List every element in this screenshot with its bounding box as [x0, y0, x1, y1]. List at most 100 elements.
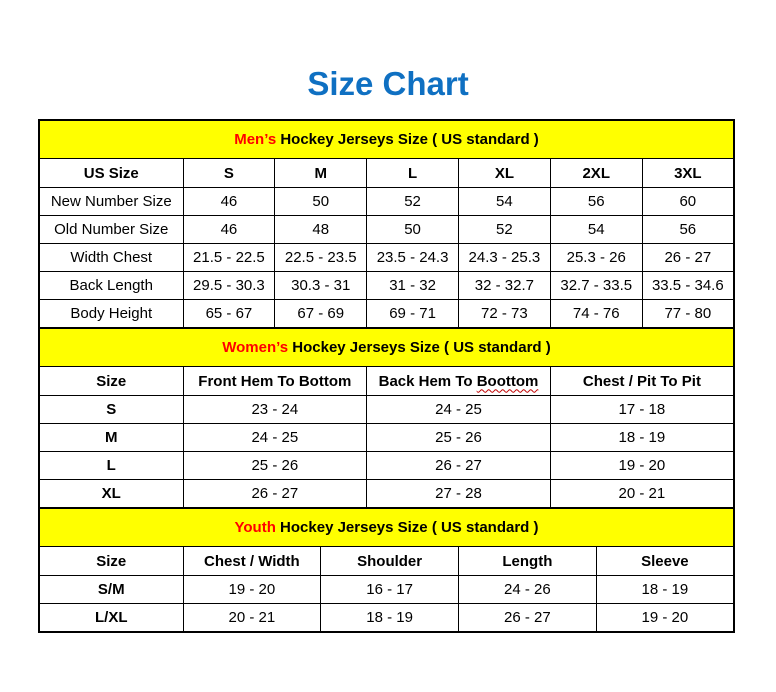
mens-size-value: 54: [457, 187, 551, 216]
mens-size-value: 48: [274, 215, 368, 244]
womens-row-label: S: [38, 395, 184, 424]
mens-banner-row: Men’s Hockey Jerseys Size ( US standard …: [38, 119, 735, 159]
youth-banner-row: Youth Hockey Jerseys Size ( US standard …: [38, 507, 735, 547]
mens-size-value: 67 - 69: [274, 299, 368, 329]
mens-table-row: Body Height 65 - 67 67 - 69 69 - 71 72 - 73 7…: [38, 299, 735, 329]
mens-size-value: 52: [457, 215, 551, 244]
mens-size-value: 23.5 - 24.3: [366, 243, 459, 272]
mens-column-header: 2XL: [549, 158, 643, 188]
mens-row-label: Back Length: [38, 271, 184, 300]
mens-size-value: 32 - 32.7: [457, 271, 551, 300]
mens-table-row: Width Chest 21.5 - 22.5 22.5 - 23.5 23.5 - …: [38, 243, 735, 272]
youth-column-header: Chest / Width: [182, 546, 322, 576]
youth-column-header: Length: [458, 546, 597, 576]
womens-header-row: Size Front Hem To Bottom Back Hem To Boott…: [38, 366, 735, 396]
youth-table-row: S/M 19 - 20 16 - 17 24 - 26 18 - 19: [38, 575, 735, 604]
womens-size-value: 26 - 27: [182, 479, 368, 509]
womens-size-value: 25 - 26: [366, 423, 551, 452]
mens-size-value: 50: [274, 187, 368, 216]
womens-table-row: L 25 - 26 26 - 27 19 - 20: [38, 451, 735, 480]
youth-header-row: Size Chest / Width Shoulder Length Sleeve: [38, 546, 735, 576]
youth-column-header: Size: [38, 546, 184, 576]
mens-banner-text: Hockey Jerseys Size ( US standard ): [276, 131, 539, 148]
mens-size-value: 21.5 - 22.5: [182, 243, 276, 272]
mens-size-value: 22.5 - 23.5: [274, 243, 368, 272]
mens-table-row: Old Number Size 46 48 50 52 54 56: [38, 215, 735, 244]
mens-size-value: 65 - 67: [182, 299, 276, 329]
mens-table-row: New Number Size 46 50 52 54 56 60: [38, 187, 735, 216]
womens-row-label: XL: [38, 479, 184, 509]
womens-table-row: XL 26 - 27 27 - 28 20 - 21: [38, 479, 735, 509]
womens-table-row: M 24 - 25 25 - 26 18 - 19: [38, 423, 735, 452]
womens-column-header: Size: [38, 366, 184, 396]
youth-size-value: 24 - 26: [458, 575, 597, 604]
mens-size-value: 72 - 73: [457, 299, 551, 329]
size-table-womens: Women’s Hockey Jerseys Size ( US standar…: [38, 327, 735, 509]
womens-table-row: S 23 - 24 24 - 25 17 - 18: [38, 395, 735, 424]
mens-column-header: M: [274, 158, 368, 188]
misspelled-word: Boottom: [476, 372, 539, 390]
womens-size-value: 26 - 27: [366, 451, 551, 480]
womens-size-value: 18 - 19: [549, 423, 735, 452]
mens-column-header: L: [366, 158, 459, 188]
mens-size-value: 56: [549, 187, 643, 216]
mens-column-header: US Size: [38, 158, 184, 188]
womens-size-value: 25 - 26: [182, 451, 368, 480]
womens-row-label: L: [38, 451, 184, 480]
womens-size-value: 23 - 24: [182, 395, 368, 424]
youth-banner-highlight: Youth: [234, 519, 276, 536]
womens-banner-highlight: Women’s: [222, 339, 289, 356]
mens-column-header: XL: [457, 158, 551, 188]
mens-table-row: Back Length 29.5 - 30.3 30.3 - 31 31 - 32 32…: [38, 271, 735, 300]
womens-column-header: Back Hem To Boottom: [366, 366, 551, 396]
womens-row-label: M: [38, 423, 184, 452]
mens-row-label: Body Height: [38, 299, 184, 329]
mens-size-value: 46: [182, 187, 276, 216]
size-table-mens: Men’s Hockey Jerseys Size ( US standard …: [38, 119, 735, 329]
mens-row-label: Width Chest: [38, 243, 184, 272]
youth-size-value: 20 - 21: [182, 603, 322, 633]
mens-size-value: 50: [366, 215, 459, 244]
mens-size-value: 25.3 - 26: [549, 243, 643, 272]
mens-size-value: 31 - 32: [366, 271, 459, 300]
mens-size-value: 33.5 - 34.6: [641, 271, 735, 300]
mens-size-value: 24.3 - 25.3: [457, 243, 551, 272]
mens-header-row: US Size S M L XL 2XL 3XL: [38, 158, 735, 188]
womens-size-value: 24 - 25: [366, 395, 551, 424]
youth-size-value: 18 - 19: [320, 603, 459, 633]
mens-size-value: 56: [641, 215, 735, 244]
size-table-youth: Youth Hockey Jerseys Size ( US standard …: [38, 507, 735, 633]
womens-size-value: 24 - 25: [182, 423, 368, 452]
womens-section-banner: Women’s Hockey Jerseys Size ( US standar…: [38, 327, 735, 367]
youth-table-row: L/XL 20 - 21 18 - 19 26 - 27 19 - 20: [38, 603, 735, 633]
womens-banner-text: Hockey Jerseys Size ( US standard ): [288, 339, 551, 356]
mens-size-value: 29.5 - 30.3: [182, 271, 276, 300]
youth-size-value: 19 - 20: [595, 603, 735, 633]
womens-size-value: 20 - 21: [549, 479, 735, 509]
mens-column-header: S: [182, 158, 276, 188]
womens-column-header: Front Hem To Bottom: [182, 366, 368, 396]
mens-size-value: 69 - 71: [366, 299, 459, 329]
youth-column-header: Shoulder: [320, 546, 459, 576]
mens-row-label: Old Number Size: [38, 215, 184, 244]
mens-section-banner: Men’s Hockey Jerseys Size ( US standard …: [38, 119, 735, 159]
womens-banner-row: Women’s Hockey Jerseys Size ( US standar…: [38, 327, 735, 367]
mens-size-value: 54: [549, 215, 643, 244]
womens-column-header: Chest / Pit To Pit: [549, 366, 735, 396]
mens-banner-highlight: Men’s: [234, 131, 277, 148]
mens-size-value: 52: [366, 187, 459, 216]
mens-size-value: 60: [641, 187, 735, 216]
page-title: Size Chart: [307, 65, 469, 102]
mens-size-value: 26 - 27: [641, 243, 735, 272]
womens-size-value: 19 - 20: [549, 451, 735, 480]
mens-size-value: 77 - 80: [641, 299, 735, 329]
mens-size-value: 30.3 - 31: [274, 271, 368, 300]
mens-row-label: New Number Size: [38, 187, 184, 216]
youth-size-value: 19 - 20: [182, 575, 322, 604]
mens-size-value: 32.7 - 33.5: [549, 271, 643, 300]
youth-banner-text: Hockey Jerseys Size ( US standard ): [275, 519, 539, 536]
womens-size-value: 27 - 28: [366, 479, 551, 509]
youth-size-value: 16 - 17: [320, 575, 459, 604]
mens-size-value: 46: [182, 215, 276, 244]
